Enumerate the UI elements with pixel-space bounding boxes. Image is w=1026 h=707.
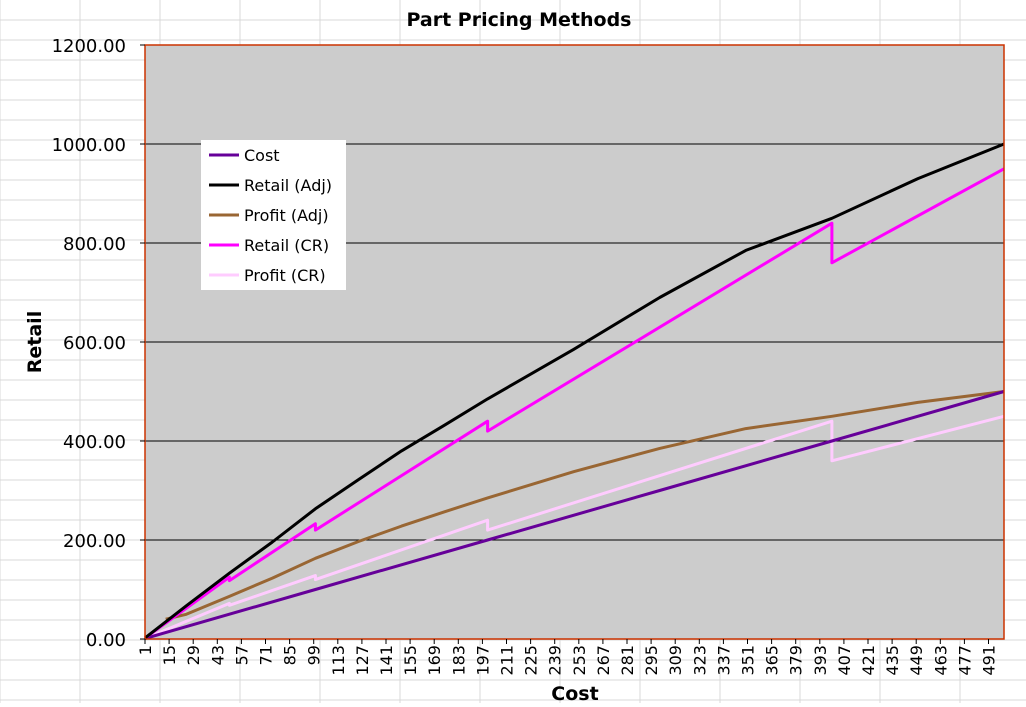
x-tick-label: 127 [353,645,372,676]
legend-label: Retail (CR) [244,236,329,255]
x-tick-label: 141 [377,645,396,676]
y-tick-label: 1200.00 [52,36,126,57]
x-tick-label: 337 [714,645,733,676]
x-tick-label: 99 [305,645,324,665]
x-axis-label: Cost [551,683,598,703]
x-tick-label: 1 [136,645,155,655]
x-tick-label: 379 [787,645,806,676]
x-tick-label: 309 [666,645,685,676]
x-tick-label: 267 [594,645,613,676]
x-tick-label: 491 [980,645,999,676]
x-tick-label: 197 [473,645,492,676]
series-line-0 [144,390,1005,640]
x-tick-label: 225 [522,645,541,676]
x-tick-label: 323 [690,645,709,676]
y-tick-label: 1000.00 [52,135,126,156]
y-tick-label: 600.00 [63,333,126,354]
legend-label: Retail (Adj) [244,176,332,195]
x-tick-label: 15 [160,645,179,665]
series-line-1 [144,142,1005,640]
x-tick-label: 421 [859,645,878,676]
x-tick-label: 85 [281,645,300,665]
x-tick-label: 29 [184,645,203,665]
y-tick-label: 800.00 [63,234,126,255]
y-tick-label: 400.00 [63,432,126,453]
x-tick-label: 435 [883,645,902,676]
x-tick-label: 169 [425,645,444,676]
y-tick-label: 0.00 [86,630,126,651]
y-tick-label: 200.00 [63,531,126,552]
x-tick-label: 113 [329,645,348,676]
x-tick-label: 407 [835,645,854,676]
x-tick-label: 155 [401,645,420,676]
x-tick-label: 57 [232,645,251,665]
x-tick-label: 351 [739,645,758,676]
series-line-3 [144,167,1005,640]
legend-label: Profit (Adj) [244,206,329,225]
y-axis-label: Retail [24,311,46,373]
x-tick-label: 463 [931,645,950,676]
series-line-2 [165,390,1005,621]
legend-label: Profit (CR) [244,266,326,285]
x-tick-label: 281 [618,645,637,676]
x-tick-label: 295 [642,645,661,676]
legend: Cost Retail (Adj) Profit (Adj) Retail (CR) P… [201,140,346,290]
x-tick-label: 365 [763,645,782,676]
y-axis-ticks: 0.00 200.00 400.00 600.00 800.00 1000.00 1200.… [52,36,145,651]
x-tick-label: 183 [449,645,468,676]
legend-label: Cost [244,146,280,165]
x-tick-label: 239 [546,645,565,676]
x-tick-label: 393 [811,645,830,676]
x-tick-label: 211 [498,645,517,676]
x-axis-ticks: 1 15 29 43 57 71 85 99 113 127 141 155 169 183 197 211 2… [136,639,999,676]
x-tick-label: 43 [208,645,227,665]
series-layer [144,142,1005,640]
chart-title: Part Pricing Methods [407,9,632,31]
x-tick-label: 253 [570,645,589,676]
x-tick-label: 449 [907,645,926,676]
x-tick-label: 71 [257,645,276,665]
x-tick-label: 477 [955,645,974,676]
